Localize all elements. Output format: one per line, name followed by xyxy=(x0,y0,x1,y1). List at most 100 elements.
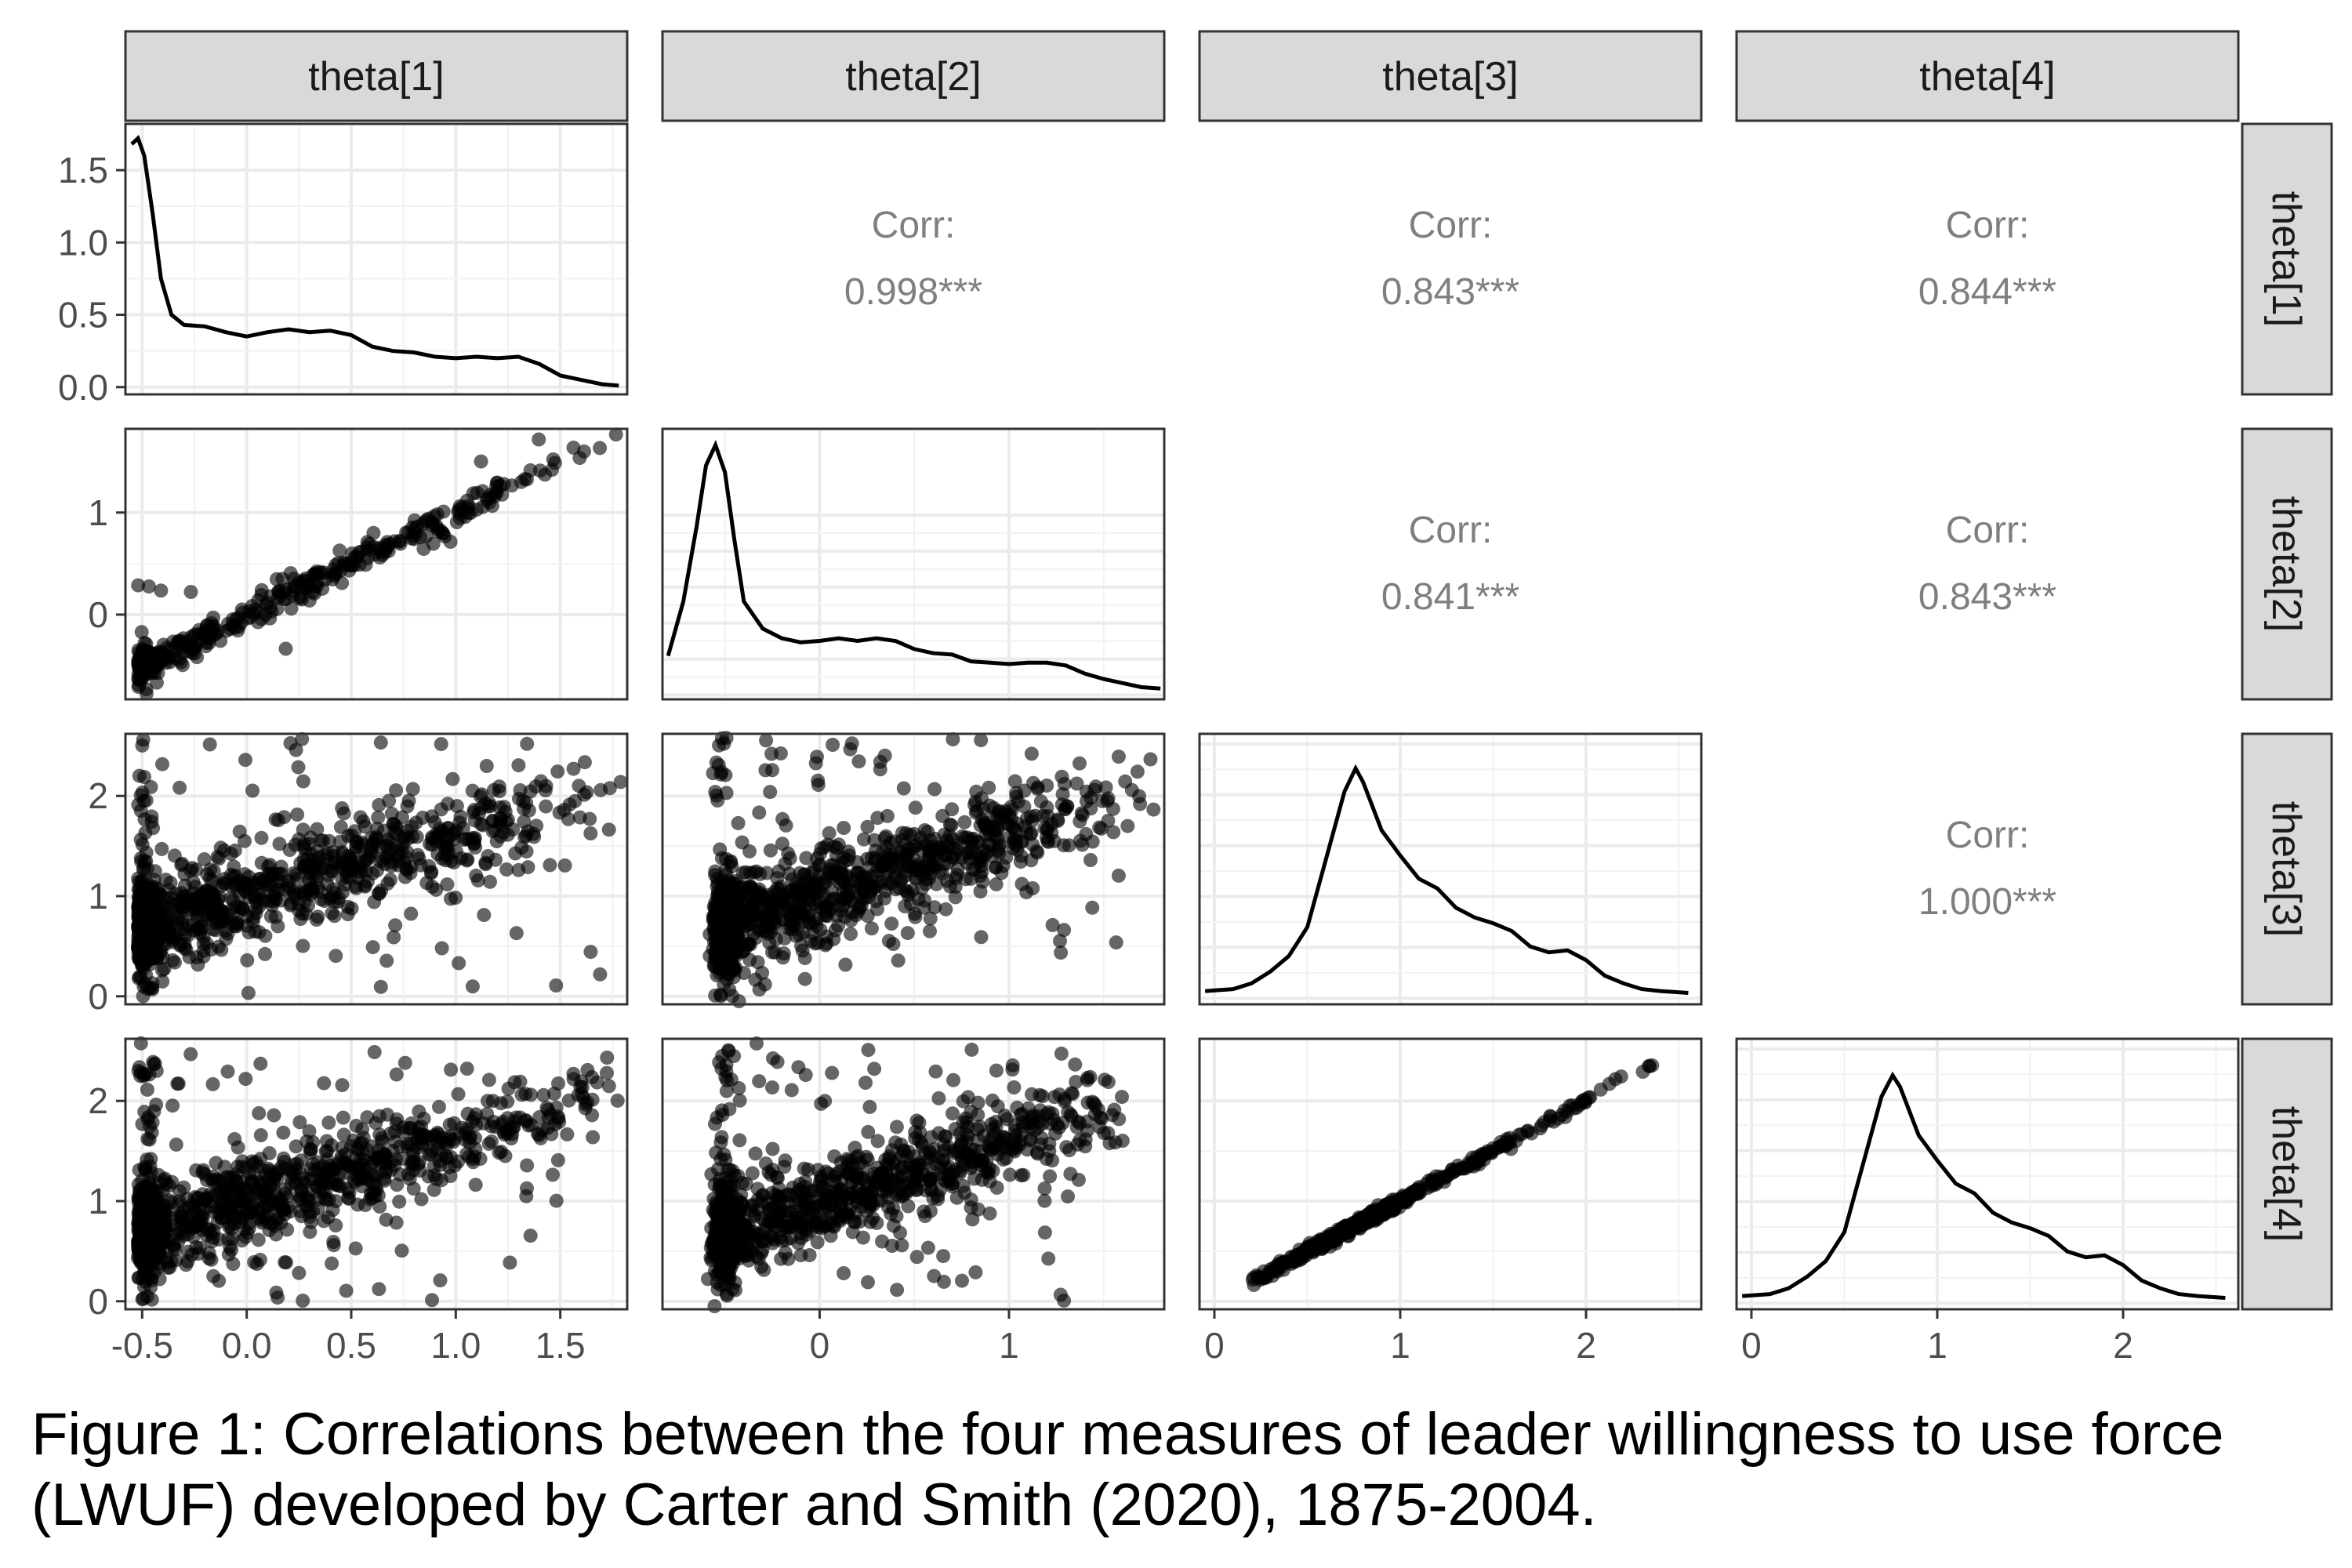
corr-label-r1c3: Corr: xyxy=(1409,205,1493,246)
scatter-point xyxy=(751,888,765,903)
scatter-point xyxy=(600,1051,615,1065)
scatter-point xyxy=(716,1251,731,1266)
scatter-point xyxy=(153,887,168,902)
scatter-point xyxy=(307,579,321,593)
scatter-point xyxy=(600,1065,614,1080)
scatter-point xyxy=(766,1051,780,1065)
scatter-point xyxy=(520,736,535,751)
scatter-point xyxy=(434,737,448,752)
scatter-point xyxy=(327,856,342,871)
scatter-point xyxy=(931,1126,946,1141)
scatter-point xyxy=(732,1234,747,1249)
scatter-point xyxy=(336,1156,351,1171)
scatter-point xyxy=(878,884,893,898)
scatter-point xyxy=(220,1064,235,1079)
scatter-point xyxy=(286,1167,301,1181)
scatter-point xyxy=(492,1145,506,1160)
scatter-point xyxy=(893,844,908,859)
scatter-point xyxy=(519,1189,534,1203)
scatter-point xyxy=(339,1283,354,1298)
scatter-point xyxy=(1111,750,1126,764)
scatter-point xyxy=(1020,1142,1035,1157)
scatter-point xyxy=(844,1154,859,1169)
scatter-point xyxy=(306,1156,321,1171)
scatter-point xyxy=(959,1134,974,1149)
scatter-point xyxy=(373,979,388,994)
scatter-point xyxy=(923,911,938,926)
scatter-point xyxy=(717,1233,732,1248)
scatter-point xyxy=(955,1273,969,1288)
scatter-point xyxy=(754,1210,769,1225)
scatter-point xyxy=(467,1111,482,1126)
scatter-point xyxy=(961,845,976,860)
scatter-point xyxy=(468,1178,483,1192)
scatter-point xyxy=(810,750,824,764)
scatter-point xyxy=(406,1181,421,1196)
scatter-point xyxy=(577,444,591,459)
scatter-point xyxy=(820,909,835,924)
scatter-point xyxy=(909,871,924,886)
scatter-point xyxy=(877,858,891,873)
scatter-point xyxy=(258,928,273,943)
scatter-point xyxy=(1087,1096,1102,1111)
scatter-point xyxy=(232,824,247,839)
scatter-point xyxy=(729,891,744,906)
scatter-point xyxy=(332,543,347,558)
scatter-point xyxy=(848,1141,862,1155)
scatter-point xyxy=(928,1064,943,1079)
scatter-point xyxy=(942,879,957,894)
scatter-point xyxy=(310,909,325,924)
scatter-point xyxy=(485,1134,499,1149)
scatter-point xyxy=(377,1150,392,1165)
scatter-point xyxy=(909,1113,924,1128)
scatter-point xyxy=(192,622,206,637)
scatter-point xyxy=(566,761,581,776)
scatter-point xyxy=(348,879,363,894)
scatter-point xyxy=(204,1252,219,1267)
scatter-point xyxy=(254,830,269,845)
scatter-point xyxy=(975,812,989,827)
scatter-point xyxy=(348,1241,363,1256)
scatter-point xyxy=(414,1192,429,1207)
scatter-point xyxy=(249,906,263,920)
scatter-point xyxy=(748,906,763,921)
scatter-point xyxy=(509,926,524,941)
scatter-point xyxy=(501,1081,516,1096)
scatter-point xyxy=(387,930,401,945)
scatter-point xyxy=(323,1162,338,1176)
scatter-point xyxy=(779,818,793,833)
scatter-point xyxy=(820,1188,835,1203)
scatter-point xyxy=(189,950,204,964)
scatter-point xyxy=(936,1249,951,1264)
scatter-point xyxy=(212,906,227,920)
scatter-point xyxy=(982,780,996,795)
scatter-point xyxy=(960,1120,975,1134)
scatter-point xyxy=(593,441,608,456)
scatter-point xyxy=(474,454,488,469)
scatter-point xyxy=(517,472,532,487)
scatter-point xyxy=(451,1087,466,1102)
scatter-point xyxy=(985,1142,1000,1157)
scatter-point xyxy=(735,835,750,850)
scatter-point xyxy=(909,1250,924,1265)
scatter-point xyxy=(523,784,538,799)
scatter-point xyxy=(988,1127,1003,1142)
scatter-point xyxy=(261,1161,276,1176)
scatter-point xyxy=(131,1177,146,1192)
scatter-point xyxy=(946,732,960,746)
scatter-point xyxy=(750,955,765,970)
scatter-point xyxy=(798,1068,813,1083)
scatter-point xyxy=(1085,900,1100,915)
scatter-point xyxy=(1010,1100,1025,1115)
scatter-point xyxy=(452,503,466,517)
scatter-point xyxy=(303,1145,318,1160)
scatter-point xyxy=(311,1192,326,1207)
scatter-point xyxy=(771,864,786,879)
scatter-point xyxy=(405,829,420,844)
scatter-point xyxy=(1083,853,1098,867)
scatter-point xyxy=(426,1182,441,1197)
scatter-point xyxy=(728,1283,742,1298)
scatter-point xyxy=(197,852,212,866)
scatter-point xyxy=(138,826,153,840)
scatter-point xyxy=(797,867,811,882)
